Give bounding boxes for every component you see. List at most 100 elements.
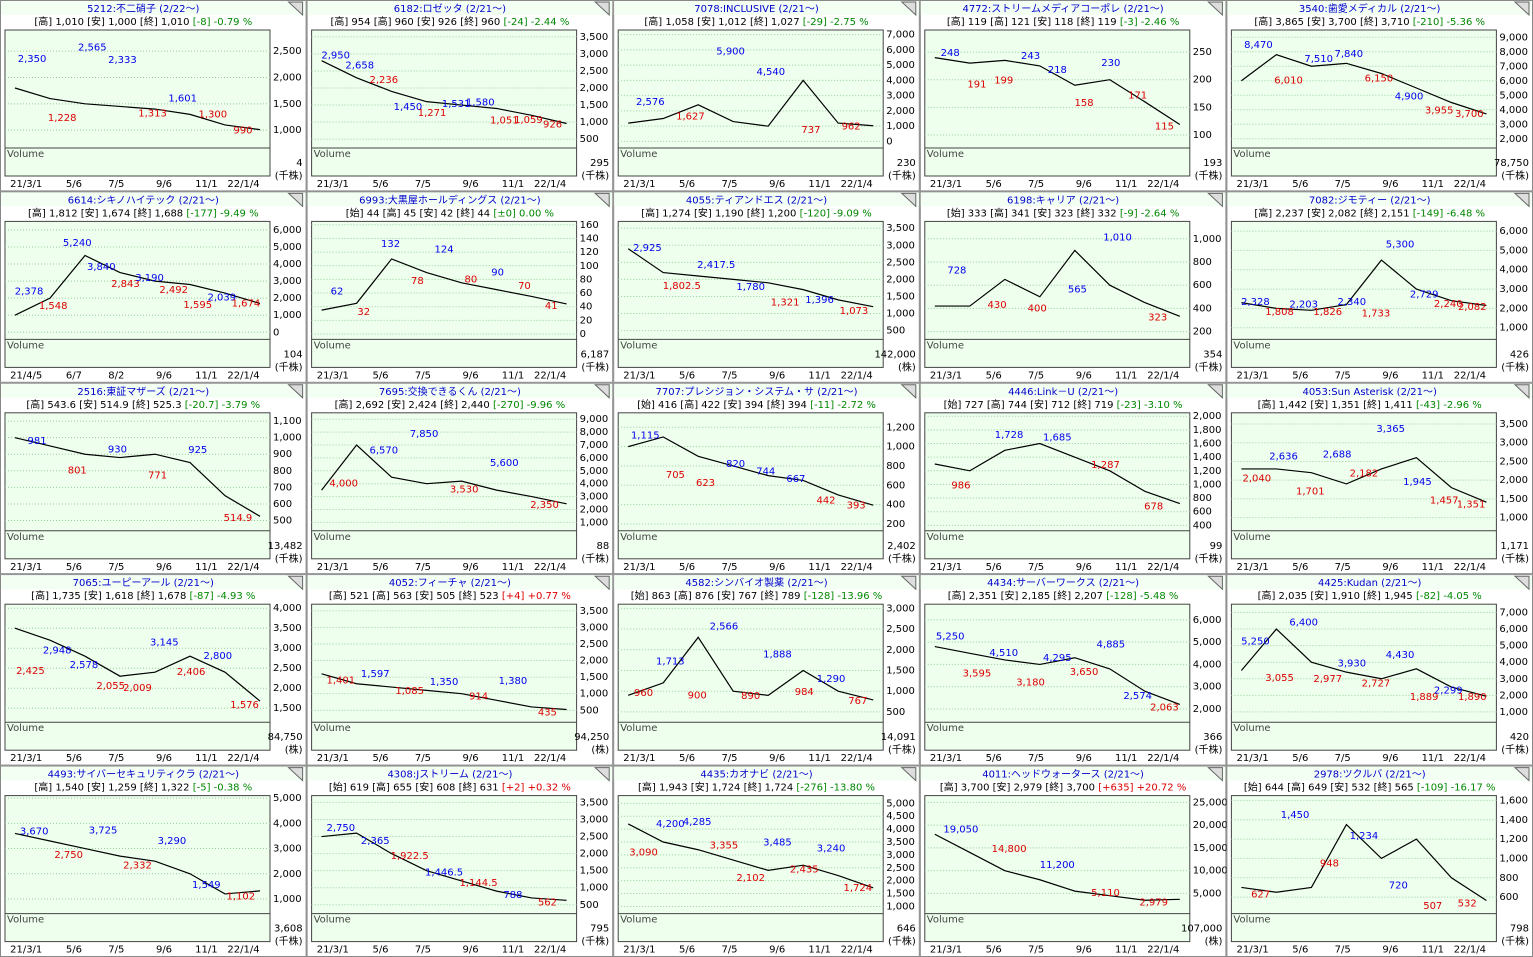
- price-change: [-24] -2.44 %: [503, 17, 569, 28]
- y-tick-label: 8,000: [580, 427, 609, 438]
- corner-icon: [287, 575, 304, 591]
- close-line: [321, 60, 567, 125]
- panel-title: 5212:不二硝子 (2/22〜): [87, 2, 199, 15]
- x-tick-label: 9/6: [1076, 370, 1092, 381]
- price-annotation: 1,922.5: [391, 851, 429, 862]
- corner-icon: [1207, 1, 1223, 17]
- price-annotation: 5,900: [716, 46, 745, 57]
- price-change: [-20.7] -3.79 %: [185, 400, 260, 411]
- volume-unit: (千株): [1501, 552, 1529, 565]
- volume-label: Volume: [7, 532, 44, 543]
- plot-area: [1230, 220, 1497, 368]
- close-line: [934, 442, 1180, 505]
- volume-unit: (株): [898, 360, 916, 373]
- x-tick-label: 9/6: [156, 945, 172, 956]
- panel-title: 4055:ティアンドエス (2/21〜): [686, 195, 827, 206]
- price-annotation: 1,010: [1103, 233, 1132, 244]
- price-annotation: 2,378: [15, 287, 44, 298]
- price-annotation: 1,627: [676, 112, 705, 123]
- close-line: [321, 258, 567, 311]
- volume-label: Volume: [620, 532, 657, 543]
- price-annotation: 623: [696, 478, 715, 489]
- price-annotation: 3,180: [1016, 678, 1045, 689]
- y-tick-label: 3,500: [1499, 419, 1528, 430]
- x-tick-label: 21/3/1: [930, 753, 962, 764]
- x-tick-label: 9/6: [769, 753, 785, 764]
- x-tick-label: 5/6: [1292, 562, 1308, 573]
- price-annotation: 3,055: [1265, 673, 1294, 684]
- panel-title: 3540:歯愛メディカル (2/21〜): [1299, 2, 1441, 15]
- price-annotation: 1,321: [771, 298, 800, 309]
- y-tick-label: 1,800: [1193, 425, 1222, 436]
- price-info-values: [高] 3,700 [安] 2,979 [終] 3,700: [940, 781, 1098, 794]
- x-tick-label: 7/5: [1335, 753, 1351, 764]
- y-tick-label: 1,500: [580, 672, 609, 683]
- price-annotation: 7,840: [1335, 49, 1364, 60]
- price-change: [-177] -9.49 %: [186, 208, 258, 219]
- y-tick-label: 2,000: [886, 106, 915, 117]
- plot-area: [924, 412, 1191, 560]
- y-tick-label: 400: [886, 500, 905, 511]
- x-tick-label: 5/6: [679, 562, 695, 573]
- plot-area: [1230, 412, 1497, 560]
- price-change: [-11] -2.72 %: [810, 400, 876, 411]
- volume-max: 142,000: [874, 349, 915, 360]
- x-tick-label: 11/1: [1115, 370, 1137, 381]
- price-annotation: 4,540: [756, 67, 785, 78]
- panel-title: 4772:ストリームメディアコーポレ (2/21〜): [962, 2, 1163, 15]
- price-info-values: [高] 1,943 [安] 1,724 [終] 1,724: [638, 781, 796, 794]
- y-tick-label: 4,000: [886, 75, 915, 86]
- x-tick-label: 11/1: [1422, 945, 1444, 956]
- title-band: [1227, 1, 1532, 15]
- price-annotation: 3,190: [135, 273, 164, 284]
- x-tick-label: 11/1: [195, 370, 217, 381]
- price-annotation: 2,435: [790, 864, 819, 875]
- close-line: [14, 437, 261, 517]
- y-tick-label: 3,500: [886, 837, 915, 848]
- volume-unit: (千株): [581, 552, 609, 565]
- price-annotation: 393: [847, 500, 866, 511]
- x-tick-label: 11/1: [502, 945, 524, 956]
- price-info-values: [高] 2,351 [安] 2,185 [終] 2,207: [948, 589, 1106, 602]
- y-tick-label: 1,600: [1499, 795, 1528, 806]
- y-tick-label: 0: [273, 327, 279, 338]
- price-info: [高] 1,812 [安] 1,674 [終] 1,688 [-177] -9.…: [28, 206, 259, 219]
- price-info-values: [高] 3,865 [安] 3,700 [終] 3,710: [1254, 15, 1412, 28]
- y-tick-label: 120: [580, 247, 599, 258]
- price-annotation: 6,570: [370, 446, 399, 457]
- price-change: [-29] -2.75 %: [803, 17, 869, 28]
- y-tick-label: 900: [273, 449, 292, 460]
- price-annotation: 2,102: [736, 873, 765, 884]
- price-annotation: 1,351: [1457, 499, 1486, 510]
- volume-unit: (千株): [581, 935, 609, 948]
- y-tick-label: 2,000: [886, 645, 915, 656]
- price-info-values: [高] 2,035 [安] 1,910 [終] 1,945: [1258, 589, 1416, 602]
- price-annotation: 1,601: [168, 93, 197, 104]
- y-tick-label: 3,500: [580, 32, 609, 43]
- price-change: [±0] 0.00 %: [493, 208, 554, 219]
- y-tick-label: 600: [1193, 280, 1212, 291]
- title-band: [1227, 575, 1532, 590]
- price-annotation: 1,808: [1265, 307, 1294, 318]
- y-tick-label: 1,600: [1193, 439, 1222, 450]
- x-tick-label: 22/1/4: [1454, 945, 1486, 956]
- volume-label: Volume: [620, 149, 657, 160]
- price-change: [-8] -0.79 %: [193, 17, 253, 28]
- volume-unit: (株): [591, 743, 609, 756]
- price-info: [高] 1,058 [安] 1,012 [終] 1,027 [-29] -2.7…: [644, 15, 868, 28]
- price-annotation: 1,713: [656, 657, 685, 668]
- x-tick-label: 21/3/1: [1237, 562, 1269, 573]
- y-tick-label: 5,000: [1193, 888, 1222, 899]
- x-tick-label: 7/5: [108, 562, 124, 573]
- price-change: [-23] -3.10 %: [1117, 400, 1183, 411]
- price-annotation: 2,350: [18, 54, 47, 65]
- price-annotation: 4,200: [656, 819, 685, 830]
- y-tick-label: 3,000: [1499, 284, 1528, 295]
- plot-area: [4, 220, 271, 368]
- price-change: [-149] -6.48 %: [1413, 208, 1485, 219]
- price-annotation: 2,750: [326, 823, 355, 834]
- y-tick-label: 400: [1193, 520, 1212, 531]
- volume-label: Volume: [314, 915, 351, 926]
- x-tick-label: 5/6: [1292, 179, 1308, 190]
